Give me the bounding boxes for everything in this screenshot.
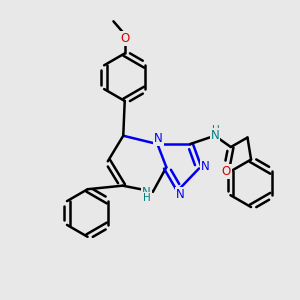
Text: N: N [142,186,151,199]
Text: N: N [154,132,163,145]
Text: H: H [142,193,150,203]
Text: O: O [221,165,231,178]
Text: N: N [201,160,210,173]
Text: N: N [176,188,185,201]
Text: H: H [212,125,220,135]
Text: O: O [120,32,129,45]
Text: N: N [210,129,219,142]
